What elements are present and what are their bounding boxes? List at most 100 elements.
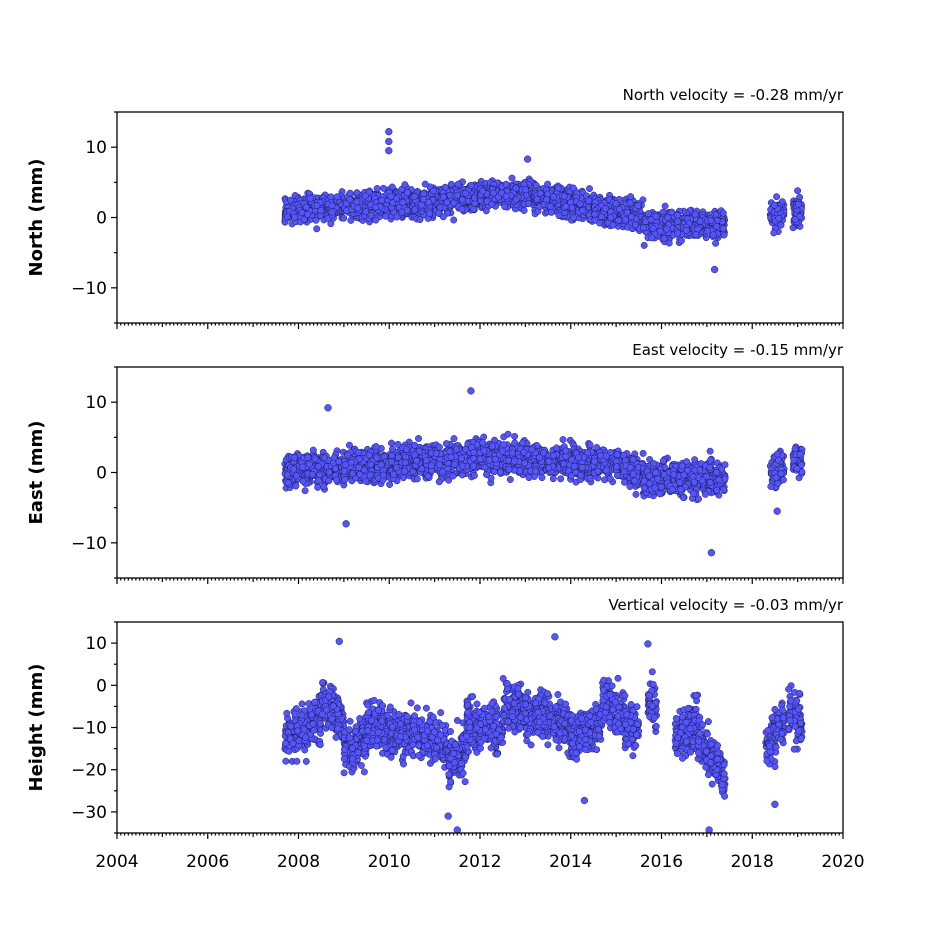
data-point (386, 481, 394, 488)
data-point (579, 207, 587, 214)
data-point (627, 213, 635, 221)
data-point (388, 452, 396, 459)
data-point (719, 209, 727, 217)
data-point (389, 199, 397, 207)
data-point (626, 199, 634, 207)
data-point (355, 464, 363, 471)
data-point (578, 464, 586, 472)
data-point (287, 196, 295, 204)
data-point (353, 198, 361, 206)
data-point (602, 466, 610, 474)
data-point (345, 441, 353, 449)
data-point (366, 471, 374, 479)
data-point (549, 475, 557, 483)
data-point-outlier (385, 137, 393, 146)
data-point (470, 472, 478, 480)
data-point (387, 193, 395, 201)
data-point (476, 455, 484, 463)
data-point (354, 204, 362, 212)
data-point (459, 462, 466, 470)
data-point (511, 439, 519, 447)
data-point (435, 443, 443, 451)
data-point (394, 454, 402, 461)
data-point (299, 463, 307, 471)
data-point (682, 226, 690, 234)
data-point (435, 209, 443, 217)
data-point (506, 476, 514, 483)
data-point (393, 463, 401, 471)
data-point (400, 474, 407, 482)
data-point (508, 449, 516, 457)
data-point (328, 202, 336, 210)
data-point (436, 461, 444, 469)
data-point (373, 454, 381, 462)
data-point (480, 433, 488, 441)
data-point (490, 189, 497, 197)
data-point (422, 457, 430, 464)
data-point (692, 231, 700, 238)
data-point (770, 201, 778, 209)
plot-frame (116, 111, 844, 324)
data-point (432, 449, 440, 457)
velocity-annotation: North velocity = -0.28 mm/yr (623, 86, 844, 104)
data-point (372, 203, 380, 211)
data-point (403, 206, 411, 214)
data-point (712, 239, 720, 247)
data-point (549, 193, 557, 201)
data-point (394, 440, 402, 448)
data-point (554, 184, 562, 192)
data-point (548, 208, 555, 216)
data-point (532, 467, 540, 475)
data-point (519, 439, 527, 447)
data-point (629, 470, 637, 478)
data-point (401, 459, 409, 467)
data-point (425, 198, 433, 206)
data-point (309, 446, 317, 454)
data-point (632, 490, 640, 498)
data-point (606, 475, 614, 482)
data-point (543, 196, 551, 204)
data-point (479, 187, 487, 195)
data-points (281, 128, 806, 274)
data-point (450, 199, 458, 207)
data-point (427, 462, 435, 469)
data-point (470, 455, 478, 462)
data-point (462, 189, 470, 197)
data-point (631, 477, 639, 485)
data-point (545, 464, 553, 472)
data-point (325, 468, 333, 476)
data-point (571, 462, 579, 470)
data-point (559, 436, 567, 444)
data-point (704, 227, 712, 235)
data-point (388, 439, 395, 447)
data-point (553, 444, 560, 452)
y-tick-label: −10 (71, 279, 107, 299)
data-point (415, 435, 422, 442)
data-point (301, 487, 309, 495)
data-point (479, 439, 487, 447)
data-point (346, 189, 354, 197)
data-point (304, 210, 311, 218)
data-point (314, 483, 322, 491)
data-point (418, 465, 426, 473)
data-point (328, 208, 336, 216)
data-point (449, 472, 457, 480)
data-point (613, 451, 621, 459)
data-point (538, 474, 546, 482)
data-point (382, 212, 390, 220)
data-point (304, 454, 312, 461)
data-point (353, 189, 361, 197)
data-point (586, 474, 594, 482)
data-point (300, 215, 308, 223)
data-point (361, 192, 369, 200)
data-point (450, 216, 458, 224)
data-point (614, 472, 621, 479)
data-point (333, 476, 340, 484)
data-point (347, 216, 355, 224)
data-point (656, 227, 664, 235)
data-point (458, 205, 466, 213)
data-point (365, 451, 373, 459)
data-point (447, 180, 455, 188)
data-point (283, 213, 291, 221)
